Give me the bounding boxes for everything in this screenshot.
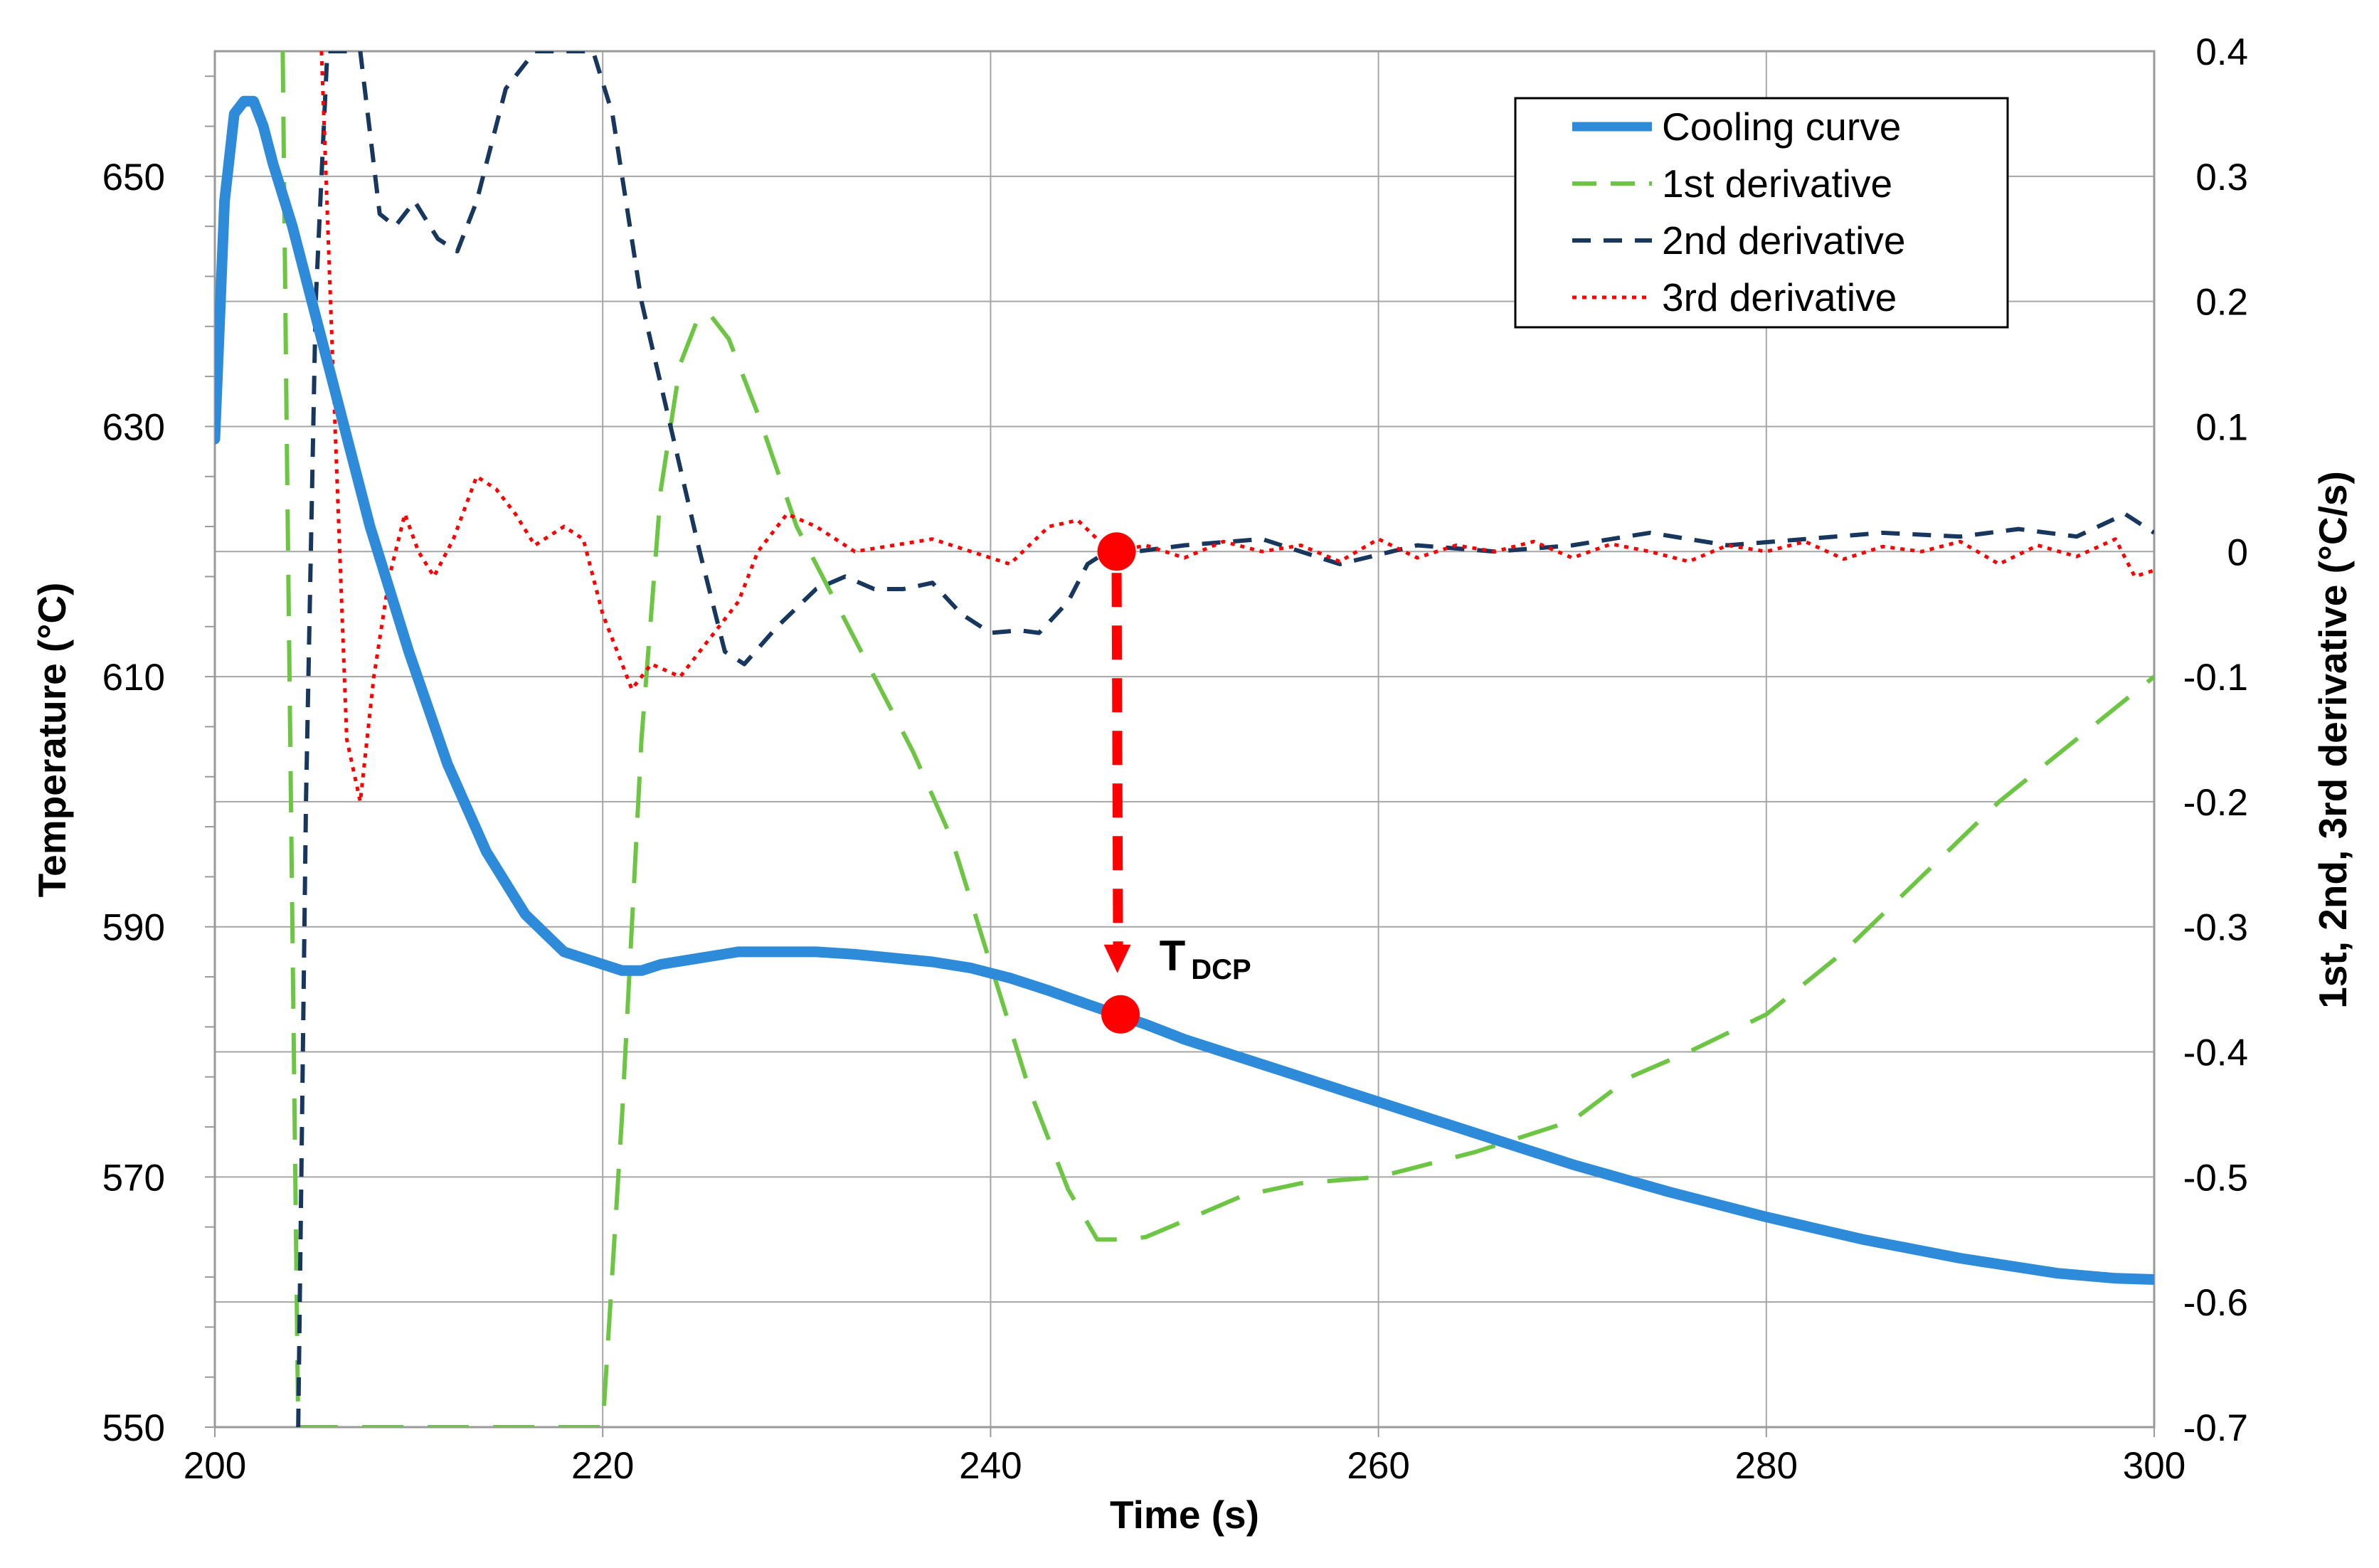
- y2-tick-label: -0.3: [2183, 907, 2248, 949]
- y2-tick-label: -0.5: [2183, 1157, 2248, 1199]
- legend-label: Cooling curve: [1662, 105, 1901, 149]
- tdcp-label-main: T: [1160, 932, 1186, 980]
- tdcp-marker-cooling: [1101, 995, 1140, 1034]
- series-line-cooling-curve: [215, 95, 2154, 1285]
- x-axis-ticks: 200 220 240 260 280 300: [184, 1445, 2185, 1487]
- series-group: [215, 51, 2154, 1427]
- legend-box: [1514, 97, 2009, 329]
- series-line-3rd-derivative: [319, 51, 2154, 804]
- y2-tick-label: 0.2: [2195, 282, 2248, 324]
- y-tick-label: 570: [102, 1157, 165, 1199]
- x-tick-label: 280: [1735, 1445, 1798, 1487]
- y2-tick-label: 0.4: [2195, 31, 2248, 73]
- x-tick-label: 240: [959, 1445, 1022, 1487]
- y2-tick-label: -0.6: [2183, 1282, 2248, 1324]
- series-layer: [215, 51, 2154, 1427]
- y-axis-left-title: Temperature (°C): [30, 583, 74, 898]
- legend-label: 3rd derivative: [1662, 275, 1897, 319]
- y2-tick-label: 0.3: [2195, 157, 2248, 198]
- y2-tick-label: -0.1: [2183, 657, 2248, 699]
- x-tick-label: 260: [1347, 1445, 1409, 1487]
- tdcp-label: T DCP: [1160, 932, 1251, 985]
- annotation-layer: T DCP: [1097, 532, 1251, 1034]
- y-tick-label: 650: [102, 157, 165, 198]
- y-tick-label: 630: [102, 406, 165, 448]
- y2-tick-label: 0.1: [2195, 406, 2248, 448]
- x-tick-label: 220: [571, 1445, 634, 1487]
- y2-tick-label: -0.7: [2183, 1407, 2248, 1449]
- y-tick-label: 550: [102, 1407, 165, 1449]
- plot-area-frame: [213, 50, 2156, 1429]
- x-tick-label: 300: [2123, 1445, 2185, 1487]
- x-axis-title: Time (s): [1110, 1493, 1259, 1537]
- y2-tick-label: 0: [2227, 531, 2248, 573]
- legend: Cooling curve 1st derivative 2nd derivativ…: [1514, 97, 2009, 329]
- y2-tick-label: -0.4: [2183, 1032, 2248, 1074]
- minor-ticks: [205, 75, 2155, 1437]
- tdcp-marker-derivative: [1097, 532, 1136, 571]
- legend-label: 2nd derivative: [1662, 218, 1905, 263]
- y-tick-label: 610: [102, 657, 165, 699]
- y-axis-right-title: 1st, 2nd, 3rd derivative (°C/s): [2311, 471, 2355, 1009]
- x-tick-label: 200: [184, 1445, 246, 1487]
- series-line-2nd-derivative: [296, 51, 2154, 1427]
- legend-label: 1st derivative: [1662, 161, 1892, 206]
- y-tick-label: 590: [102, 907, 165, 949]
- tdcp-label-subscript: DCP: [1191, 954, 1251, 985]
- y-axis-left-ticks: 550 570 590 610 630 650: [102, 157, 165, 1449]
- y-axis-right-ticks: -0.7 -0.6 -0.5 -0.4 -0.3 -0.2 -0.1 0 0.1 0.2 0.3 0.…: [2183, 31, 2248, 1449]
- y2-tick-label: -0.2: [2183, 782, 2248, 824]
- tdcp-arrow-head: [1103, 944, 1131, 973]
- tdcp-arrow-line: [1111, 573, 1123, 952]
